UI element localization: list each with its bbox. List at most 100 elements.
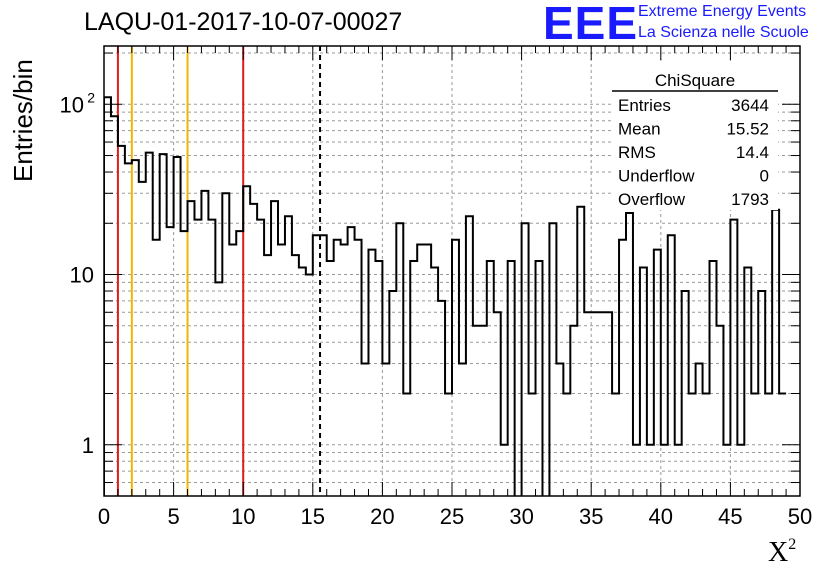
y-tick-label: 10	[60, 92, 84, 117]
histogram-bin	[689, 394, 696, 496]
x-tick-label: 0	[98, 504, 110, 529]
x-tick-label: 15	[301, 504, 325, 529]
x-tick-label: 40	[649, 504, 673, 529]
histogram-bin	[640, 267, 647, 496]
histogram-bin	[139, 182, 146, 496]
histogram-bin	[696, 364, 703, 496]
stats-value: 3644	[731, 96, 769, 115]
histogram-bin	[710, 261, 717, 496]
histogram-bin	[716, 326, 723, 496]
histogram-bin	[410, 261, 417, 496]
stats-label: Entries	[618, 96, 671, 115]
histogram-bin	[529, 394, 536, 496]
logo-line-2: La Scienza nelle Scuole	[638, 24, 809, 41]
histogram-bin	[181, 231, 188, 496]
stats-box: ChiSquare Entries 3644 Mean 15.52 RMS 14.4 Unde…	[612, 64, 778, 210]
x-tick-label: 30	[509, 504, 533, 529]
eee-logo: EEE	[543, 0, 639, 49]
histogram-bin	[577, 207, 584, 496]
histogram-bin	[341, 245, 348, 496]
histogram-bin	[570, 326, 577, 496]
histogram-bin	[480, 326, 487, 496]
x-tick-label: 50	[788, 504, 812, 529]
histogram-bin	[459, 364, 466, 496]
histogram-bin	[208, 220, 215, 496]
stats-label: RMS	[618, 143, 656, 162]
histogram-bin	[438, 301, 445, 496]
y-tick-label: 1	[82, 433, 94, 458]
histogram-bin	[389, 291, 396, 496]
histogram-bin	[661, 445, 668, 496]
axis-ticks	[103, 46, 801, 497]
histogram-bin	[299, 267, 306, 496]
histogram-bin	[146, 153, 153, 496]
histogram-bin	[647, 445, 654, 496]
x-tick-label: 45	[718, 504, 742, 529]
histogram-bin	[403, 394, 410, 496]
histogram-bin	[452, 240, 459, 496]
histogram-bin	[174, 157, 181, 496]
histogram-bin	[598, 312, 605, 496]
histogram-bin	[654, 250, 661, 496]
histogram-bin	[473, 326, 480, 496]
histogram-bin	[271, 201, 278, 496]
histogram-bin	[167, 227, 174, 496]
histogram-bin	[257, 220, 264, 496]
histogram-bin	[668, 235, 675, 496]
histogram-bin	[765, 394, 772, 496]
x-axis-label-text: X	[768, 537, 789, 568]
histogram-bin	[584, 312, 591, 496]
stats-title: ChiSquare	[655, 71, 735, 90]
histogram-bin	[243, 186, 250, 496]
histogram-bin	[501, 445, 508, 496]
histogram-bin	[751, 394, 758, 496]
histogram-bin	[612, 394, 619, 496]
histogram-bin	[368, 250, 375, 496]
stats-label: Underflow	[618, 167, 695, 186]
histogram-bin	[682, 291, 689, 496]
stats-value: 1793	[731, 190, 769, 209]
stats-value: 0	[760, 167, 769, 186]
histogram-bin	[201, 191, 208, 496]
histogram-bin	[633, 445, 640, 496]
histogram-bin	[250, 204, 257, 496]
histogram-bin	[160, 154, 167, 496]
stats-value: 14.4	[736, 143, 769, 162]
histogram-bin	[229, 245, 236, 496]
y-tick-label: 10	[70, 263, 94, 288]
histogram-bin	[306, 275, 313, 496]
histogram-bin	[417, 245, 424, 496]
histogram-bin	[487, 261, 494, 496]
histogram-bin	[278, 245, 285, 496]
histogram-bin	[494, 312, 501, 496]
histogram-bin	[508, 261, 515, 496]
x-axis-label-sup: 2	[788, 536, 797, 553]
y-axis-label: Entries/bin	[8, 59, 38, 182]
histogram-bin	[703, 394, 710, 496]
histogram-bin	[424, 245, 431, 496]
histogram-bin	[619, 240, 626, 496]
histogram-bin	[396, 223, 403, 496]
histogram-bin	[730, 220, 737, 496]
histogram-bin	[605, 312, 612, 496]
histogram-bin	[348, 227, 355, 496]
stats-label: Overflow	[618, 190, 686, 209]
histogram-bin	[355, 240, 362, 496]
histogram-bin	[675, 445, 682, 496]
stats-box-bg	[612, 64, 778, 210]
chart-title: LAQU-01-2017-10-07-00027	[84, 8, 403, 36]
histogram-bin	[118, 146, 125, 496]
histogram-bin	[744, 267, 751, 496]
histogram-bin	[236, 231, 243, 496]
histogram-bin	[222, 193, 229, 496]
histogram-bin	[188, 201, 195, 496]
histogram-bin	[563, 394, 570, 496]
y-tick-label-sup: 2	[87, 89, 95, 105]
histogram-bin	[264, 255, 271, 496]
histogram-bin	[104, 97, 111, 496]
histogram-bin	[431, 267, 438, 496]
logo-line-1: Extreme Energy Events	[638, 3, 807, 20]
histogram-bin	[362, 364, 369, 496]
x-tick-label: 5	[167, 504, 179, 529]
histogram-outline	[104, 96, 787, 496]
